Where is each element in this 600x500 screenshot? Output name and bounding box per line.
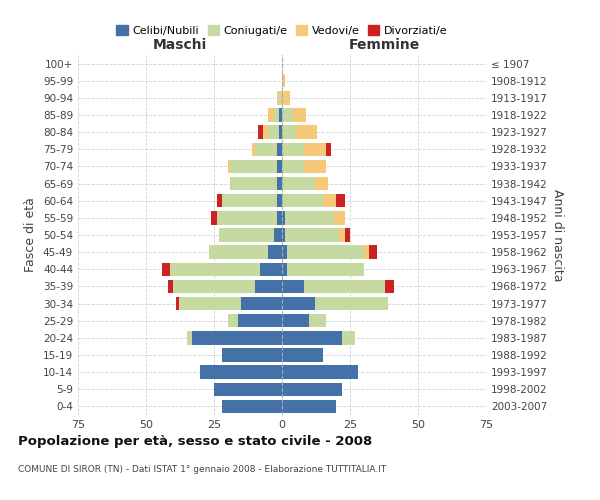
- Bar: [279, 91, 282, 104]
- Bar: [304, 142, 326, 156]
- Legend: Celibi/Nubili, Coniugati/e, Vedovi/e, Divorziati/e: Celibi/Nubili, Coniugati/e, Vedovi/e, Di…: [112, 21, 452, 40]
- Bar: [163, 262, 170, 276]
- Bar: [282, 177, 314, 190]
- Bar: [337, 194, 344, 207]
- Bar: [282, 246, 287, 259]
- Bar: [277, 160, 282, 173]
- Y-axis label: Fasce di età: Fasce di età: [25, 198, 37, 272]
- Bar: [282, 91, 290, 104]
- Bar: [277, 142, 282, 156]
- Bar: [192, 331, 282, 344]
- Bar: [282, 400, 337, 413]
- Bar: [285, 228, 339, 241]
- Bar: [222, 194, 277, 207]
- Bar: [304, 280, 385, 293]
- Bar: [238, 314, 282, 328]
- Bar: [252, 142, 255, 156]
- Bar: [255, 142, 277, 156]
- Bar: [339, 228, 344, 241]
- Bar: [179, 297, 241, 310]
- Bar: [304, 160, 326, 173]
- Bar: [282, 142, 304, 156]
- Bar: [282, 211, 285, 224]
- Bar: [282, 297, 314, 310]
- Bar: [342, 331, 355, 344]
- Bar: [277, 211, 282, 224]
- Bar: [217, 194, 222, 207]
- Bar: [296, 126, 317, 139]
- Bar: [274, 228, 282, 241]
- Bar: [279, 108, 282, 122]
- Bar: [220, 228, 274, 241]
- Bar: [274, 108, 279, 122]
- Text: Femmine: Femmine: [349, 38, 419, 52]
- Bar: [309, 314, 326, 328]
- Bar: [326, 142, 331, 156]
- Bar: [282, 314, 309, 328]
- Bar: [268, 246, 282, 259]
- Bar: [282, 331, 342, 344]
- Bar: [268, 108, 274, 122]
- Bar: [282, 194, 323, 207]
- Bar: [282, 160, 304, 173]
- Bar: [241, 297, 282, 310]
- Bar: [282, 126, 296, 139]
- Bar: [268, 126, 279, 139]
- Bar: [369, 246, 377, 259]
- Bar: [282, 74, 285, 88]
- Bar: [323, 194, 337, 207]
- Bar: [257, 126, 263, 139]
- Bar: [211, 211, 217, 224]
- Bar: [227, 160, 230, 173]
- Bar: [222, 348, 282, 362]
- Bar: [314, 177, 328, 190]
- Bar: [282, 366, 358, 379]
- Bar: [214, 382, 282, 396]
- Bar: [282, 280, 304, 293]
- Bar: [168, 280, 173, 293]
- Bar: [287, 246, 364, 259]
- Bar: [209, 246, 268, 259]
- Bar: [230, 160, 277, 173]
- Bar: [282, 382, 342, 396]
- Bar: [364, 246, 369, 259]
- Text: COMUNE DI SIROR (TN) - Dati ISTAT 1° gennaio 2008 - Elaborazione TUTTITALIA.IT: COMUNE DI SIROR (TN) - Dati ISTAT 1° gen…: [18, 465, 386, 474]
- Bar: [279, 126, 282, 139]
- Bar: [282, 348, 323, 362]
- Bar: [277, 177, 282, 190]
- Bar: [293, 108, 307, 122]
- Bar: [187, 331, 192, 344]
- Bar: [222, 400, 282, 413]
- Text: Maschi: Maschi: [153, 38, 207, 52]
- Bar: [200, 366, 282, 379]
- Bar: [255, 280, 282, 293]
- Bar: [170, 262, 260, 276]
- Bar: [277, 194, 282, 207]
- Bar: [217, 211, 277, 224]
- Bar: [314, 297, 388, 310]
- Bar: [282, 108, 293, 122]
- Bar: [230, 177, 277, 190]
- Bar: [263, 126, 268, 139]
- Bar: [385, 280, 394, 293]
- Bar: [282, 262, 287, 276]
- Bar: [176, 297, 179, 310]
- Bar: [287, 262, 364, 276]
- Bar: [260, 262, 282, 276]
- Bar: [277, 91, 279, 104]
- Bar: [282, 228, 285, 241]
- Bar: [344, 228, 350, 241]
- Text: Popolazione per età, sesso e stato civile - 2008: Popolazione per età, sesso e stato civil…: [18, 435, 372, 448]
- Bar: [285, 211, 334, 224]
- Bar: [227, 314, 238, 328]
- Bar: [334, 211, 344, 224]
- Bar: [173, 280, 255, 293]
- Y-axis label: Anni di nascita: Anni di nascita: [551, 188, 564, 281]
